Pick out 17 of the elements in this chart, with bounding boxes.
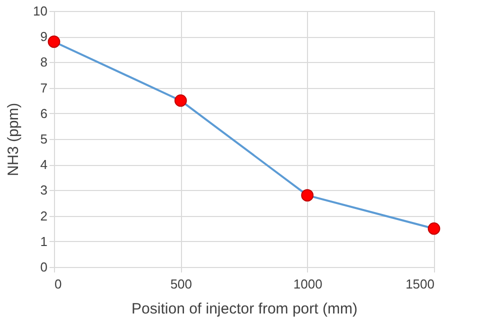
y-tick-label: 0 <box>40 260 48 274</box>
x-tick-label: 1000 <box>293 276 322 292</box>
x-axis-title: Position of injector from port (mm) <box>132 300 358 318</box>
y-tick-label: 5 <box>40 132 48 146</box>
x-tick-label: 1500 <box>406 276 434 292</box>
y-tick-label: 3 <box>40 182 48 198</box>
y-tick-label: 2 <box>40 208 48 224</box>
y-tick-label: 6 <box>40 106 48 121</box>
y-tick-label: 4 <box>40 157 48 172</box>
y-axis-title: NH3 (ppm) <box>5 102 22 176</box>
y-tick-label: 9 <box>40 29 48 44</box>
y-tick-label: 7 <box>40 80 48 96</box>
y-tick-label: 1 <box>40 234 48 249</box>
y-tick-label: 10 <box>33 4 48 18</box>
y-tick-label: 8 <box>40 54 48 70</box>
x-tick-label: 500 <box>170 276 192 292</box>
x-tick-label: 0 <box>54 276 62 292</box>
